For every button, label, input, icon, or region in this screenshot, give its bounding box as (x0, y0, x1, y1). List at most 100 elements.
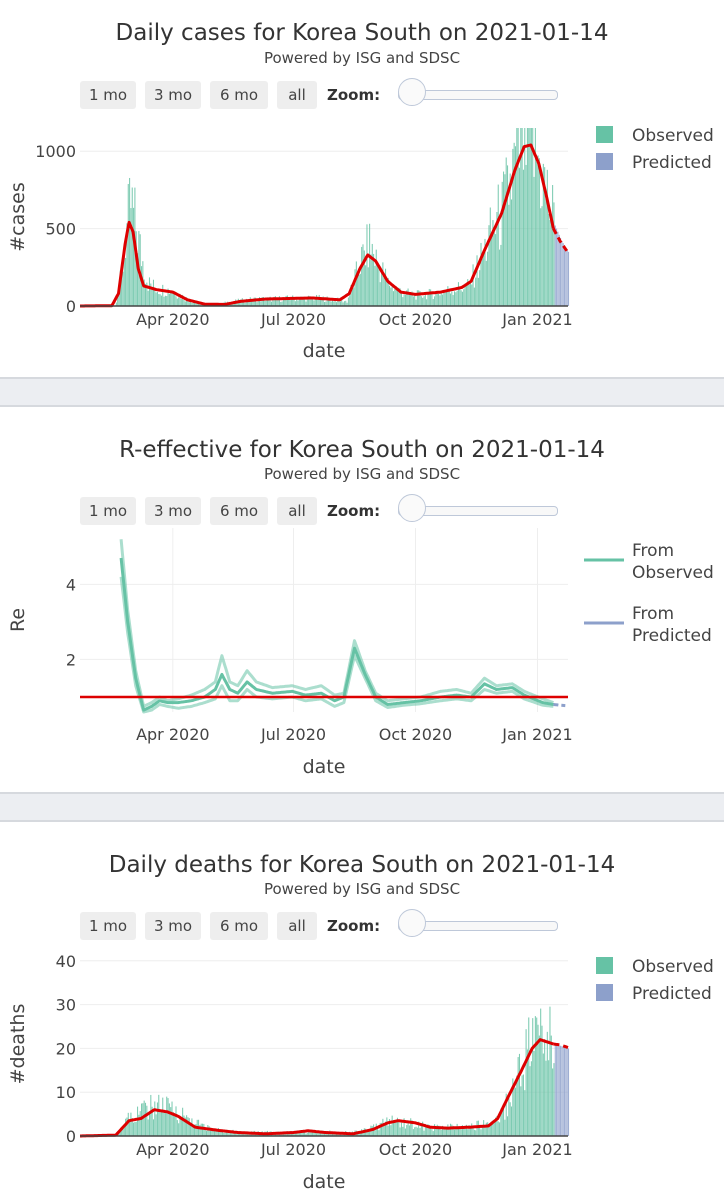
observed-bar (386, 278, 388, 306)
range-all-button[interactable]: all (277, 81, 317, 109)
observed-bar (412, 296, 414, 306)
observed-bar (472, 1126, 474, 1136)
observed-bar (544, 1039, 546, 1136)
observed-bar (411, 1120, 413, 1136)
observed-bar (209, 1127, 212, 1136)
observed-bar (553, 202, 555, 306)
observed-bar (175, 1106, 177, 1136)
observed-bar (133, 207, 135, 306)
observed-bar (221, 1131, 223, 1136)
observed-bar (442, 1125, 444, 1136)
observed-bar (493, 1119, 495, 1136)
observed-bar (188, 1118, 190, 1136)
observed-bar (532, 1018, 534, 1136)
observed-bar (244, 302, 246, 306)
range-all-button[interactable]: all (277, 497, 317, 525)
observed-bar (163, 1111, 165, 1136)
observed-bar (304, 297, 306, 306)
chart-subtitle: Powered by ISG and SDSC (263, 880, 461, 898)
observed-bar (126, 223, 128, 306)
observed-bar (143, 279, 145, 306)
range-all-button[interactable]: all (277, 912, 317, 940)
observed-lower-bound (119, 576, 554, 714)
observed-bar (516, 1075, 518, 1136)
observed-bar (247, 301, 249, 306)
observed-bar (144, 283, 147, 306)
predicted-bar (565, 1047, 567, 1136)
observed-bar (499, 249, 501, 306)
observed-bar (553, 1063, 555, 1136)
observed-bar (313, 300, 315, 306)
observed-bar (512, 1078, 514, 1136)
observed-bar (459, 1127, 461, 1136)
observed-bar (342, 302, 344, 306)
observed-bar (537, 155, 539, 306)
range-3mo-button[interactable]: 3 mo (145, 912, 201, 940)
x-axis-title: date (303, 756, 346, 778)
observed-bar (552, 1068, 554, 1136)
observed-bar (525, 164, 527, 306)
predicted-bar (558, 234, 560, 306)
observed-bar (430, 289, 432, 306)
observed-bar (410, 1118, 412, 1136)
zoom-slider-handle[interactable] (398, 909, 426, 937)
zoom-slider-handle[interactable] (398, 78, 426, 106)
observed-bar (530, 1061, 532, 1136)
observed-bar (265, 299, 267, 306)
predicted-bar (560, 1045, 562, 1136)
observed-bar (304, 1131, 306, 1136)
range-1mo-button[interactable]: 1 mo (80, 81, 136, 109)
observed-bar (428, 288, 430, 306)
observed-bar (404, 1128, 406, 1136)
observed-bar (325, 1133, 327, 1136)
observed-bar (192, 1126, 194, 1136)
legend-label: Observed (632, 957, 714, 977)
observed-bar (301, 296, 303, 306)
range-6mo-button[interactable]: 6 mo (210, 912, 268, 940)
observed-bar (464, 283, 466, 306)
observed-bar (354, 269, 356, 306)
y-tick-label: 0 (66, 297, 76, 316)
observed-bar (213, 1129, 215, 1136)
observed-bar (212, 1128, 214, 1136)
observed-bar (168, 293, 170, 306)
observed-bar (411, 291, 413, 306)
range-6mo-button[interactable]: 6 mo (210, 81, 268, 109)
x-tick-label: Oct 2020 (379, 725, 452, 744)
observed-bar (274, 296, 276, 306)
y-axis-title: #deaths (7, 1004, 29, 1085)
observed-bar (370, 254, 372, 306)
observed-bar (156, 291, 158, 306)
observed-bar (335, 302, 337, 306)
observed-bar (507, 1116, 509, 1136)
observed-bar (366, 1129, 368, 1136)
observed-bar (540, 208, 542, 306)
predicted-median-line (553, 703, 566, 708)
observed-bar (383, 277, 385, 306)
observed-bar (357, 273, 359, 306)
observed-bar (371, 243, 373, 306)
observed-bar (396, 290, 398, 306)
observed-bar (251, 300, 253, 306)
observed-bar (220, 1131, 222, 1136)
observed-bar (359, 1132, 361, 1136)
observed-bar (278, 296, 280, 306)
observed-bar (310, 1132, 312, 1136)
observed-bar (438, 1125, 440, 1136)
range-1mo-button[interactable]: 1 mo (80, 912, 136, 940)
predicted-bar (557, 1044, 559, 1136)
observed-bar (378, 1130, 380, 1136)
observed-bar (435, 1126, 437, 1136)
observed-bar (518, 1053, 520, 1136)
range-3mo-button[interactable]: 3 mo (145, 81, 201, 109)
range-3mo-button[interactable]: 3 mo (145, 497, 201, 525)
zoom-slider-handle[interactable] (398, 494, 426, 522)
range-1mo-button[interactable]: 1 mo (80, 497, 136, 525)
observed-bar (381, 269, 383, 306)
observed-bar (306, 296, 308, 306)
observed-bar (188, 302, 190, 306)
range-6mo-button[interactable]: 6 mo (210, 497, 268, 525)
observed-bar (147, 1119, 149, 1136)
observed-bar (243, 1133, 245, 1136)
observed-bar (428, 1124, 430, 1136)
